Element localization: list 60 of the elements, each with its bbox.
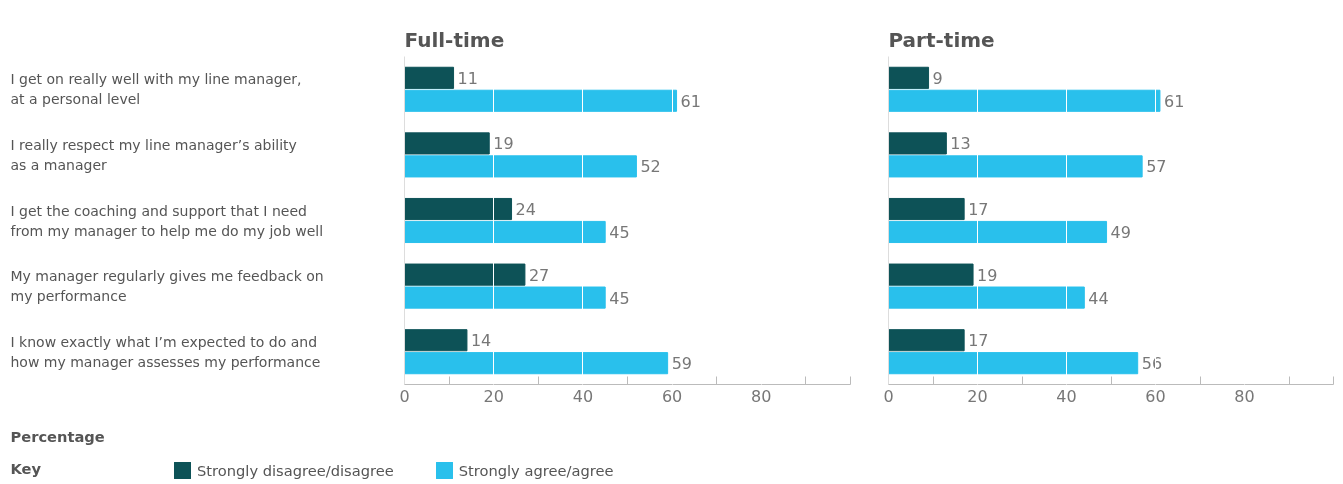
y-tick-label: I know exactly what I’m expected to do and how my manager assesses my performance: [10, 333, 321, 370]
chart-title: Part-time: [888, 27, 995, 52]
data-label: 45: [609, 288, 630, 308]
bar: [404, 155, 637, 178]
data-label: 17: [968, 200, 989, 220]
bar: [888, 220, 1108, 244]
legend-title: Key: [10, 460, 42, 477]
bar: [404, 197, 513, 221]
data-label: 59: [671, 354, 692, 374]
x-tick-label: 80: [1234, 386, 1255, 406]
bar: [404, 286, 606, 309]
data-label: 57: [1146, 157, 1167, 177]
bar: [404, 329, 468, 352]
data-label: 24: [515, 200, 536, 220]
data-label: 44: [1088, 288, 1109, 308]
data-label: 52: [640, 157, 661, 177]
bar: [888, 132, 947, 155]
data-label: 49: [1110, 222, 1131, 242]
bar: [888, 155, 1143, 178]
bar: [888, 263, 974, 286]
bar: [888, 329, 965, 352]
data-label: 61: [1163, 91, 1185, 111]
x-tick-label: 80: [751, 386, 772, 406]
x-axis-title: Percentage: [10, 428, 105, 445]
y-tick-label: I get on really well with my line manager, at a personal level: [10, 71, 302, 108]
data-label: 19: [977, 265, 998, 285]
data-label: 19: [493, 134, 514, 154]
data-label: 14: [470, 331, 492, 351]
legend-label: Strongly agree/agree: [458, 461, 614, 479]
data-label: 9: [932, 68, 943, 88]
bar: [404, 132, 490, 155]
bar: [404, 220, 606, 244]
x-tick-label: 40: [572, 386, 594, 406]
data-label: 17: [968, 331, 989, 351]
data-label: 27: [528, 265, 550, 285]
chart-title: Full-time: [404, 27, 505, 52]
x-tick-label: 20: [483, 386, 504, 406]
bar: [404, 66, 455, 89]
x-tick-label: 40: [1056, 386, 1077, 406]
bar: [404, 89, 678, 112]
data-label: 13: [950, 134, 971, 154]
bar: [888, 352, 1139, 375]
x-tick-label: 20: [967, 386, 988, 406]
bar: [888, 89, 1161, 112]
y-tick-label: I get the coaching and support that I need from my manager to help me do my job well: [10, 202, 324, 239]
legend-label: Strongly disagree/disagree: [197, 461, 394, 479]
y-tick-label: I really respect my line manager’s ability as a manager: [10, 136, 297, 173]
x-tick-label: 0: [399, 386, 410, 406]
x-tick-label: 60: [661, 386, 683, 406]
bar: [888, 197, 965, 221]
bar: [888, 286, 1085, 309]
data-label: 45: [609, 222, 630, 242]
bar: [888, 66, 930, 89]
bar: [404, 352, 669, 375]
data-label: 11: [457, 68, 478, 88]
bar: [404, 263, 526, 286]
y-tick-label: My manager regularly gives me feedback on my performance: [10, 268, 324, 305]
x-tick-label: 60: [1145, 386, 1166, 406]
data-label: 61: [680, 91, 701, 111]
x-tick-label: 0: [883, 386, 894, 406]
